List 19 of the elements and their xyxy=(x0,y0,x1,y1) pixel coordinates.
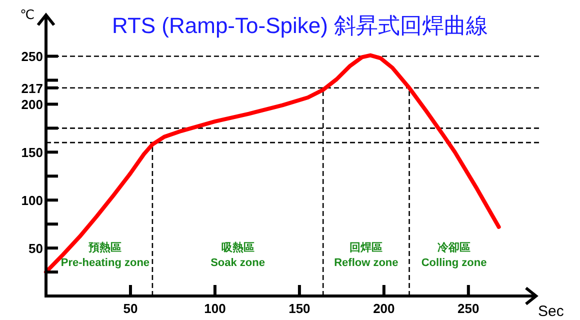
y-tick-label: 50 xyxy=(28,241,43,256)
y-tick-label: 250 xyxy=(21,49,43,64)
line-series xyxy=(44,53,501,274)
y-tick-label: 200 xyxy=(21,97,43,112)
annotation: 吸熱區 Soak zone xyxy=(210,241,265,269)
x-tick-label: 100 xyxy=(204,301,226,316)
x-tick-label: 200 xyxy=(373,301,395,316)
y-tick-label: 217 xyxy=(21,80,43,96)
annotation: 回焊區 Reflow zone xyxy=(334,241,398,269)
x-tick-label: 250 xyxy=(458,301,480,316)
y-tick-label: 150 xyxy=(21,145,43,160)
y-tick-label: 100 xyxy=(21,193,43,208)
chart-title: RTS (Ramp-To-Spike) 斜昇式回焊曲線 xyxy=(112,13,488,38)
x-axis-title: Sec xyxy=(538,303,564,320)
annotation: 預熱區 Pre-heating zone xyxy=(60,241,150,269)
x-tick-label: 50 xyxy=(123,301,138,316)
x-tick-label: 150 xyxy=(288,301,310,316)
y-axis-title: ℃ xyxy=(20,7,35,22)
annotation: 冷卻區 Colling zone xyxy=(421,241,487,269)
